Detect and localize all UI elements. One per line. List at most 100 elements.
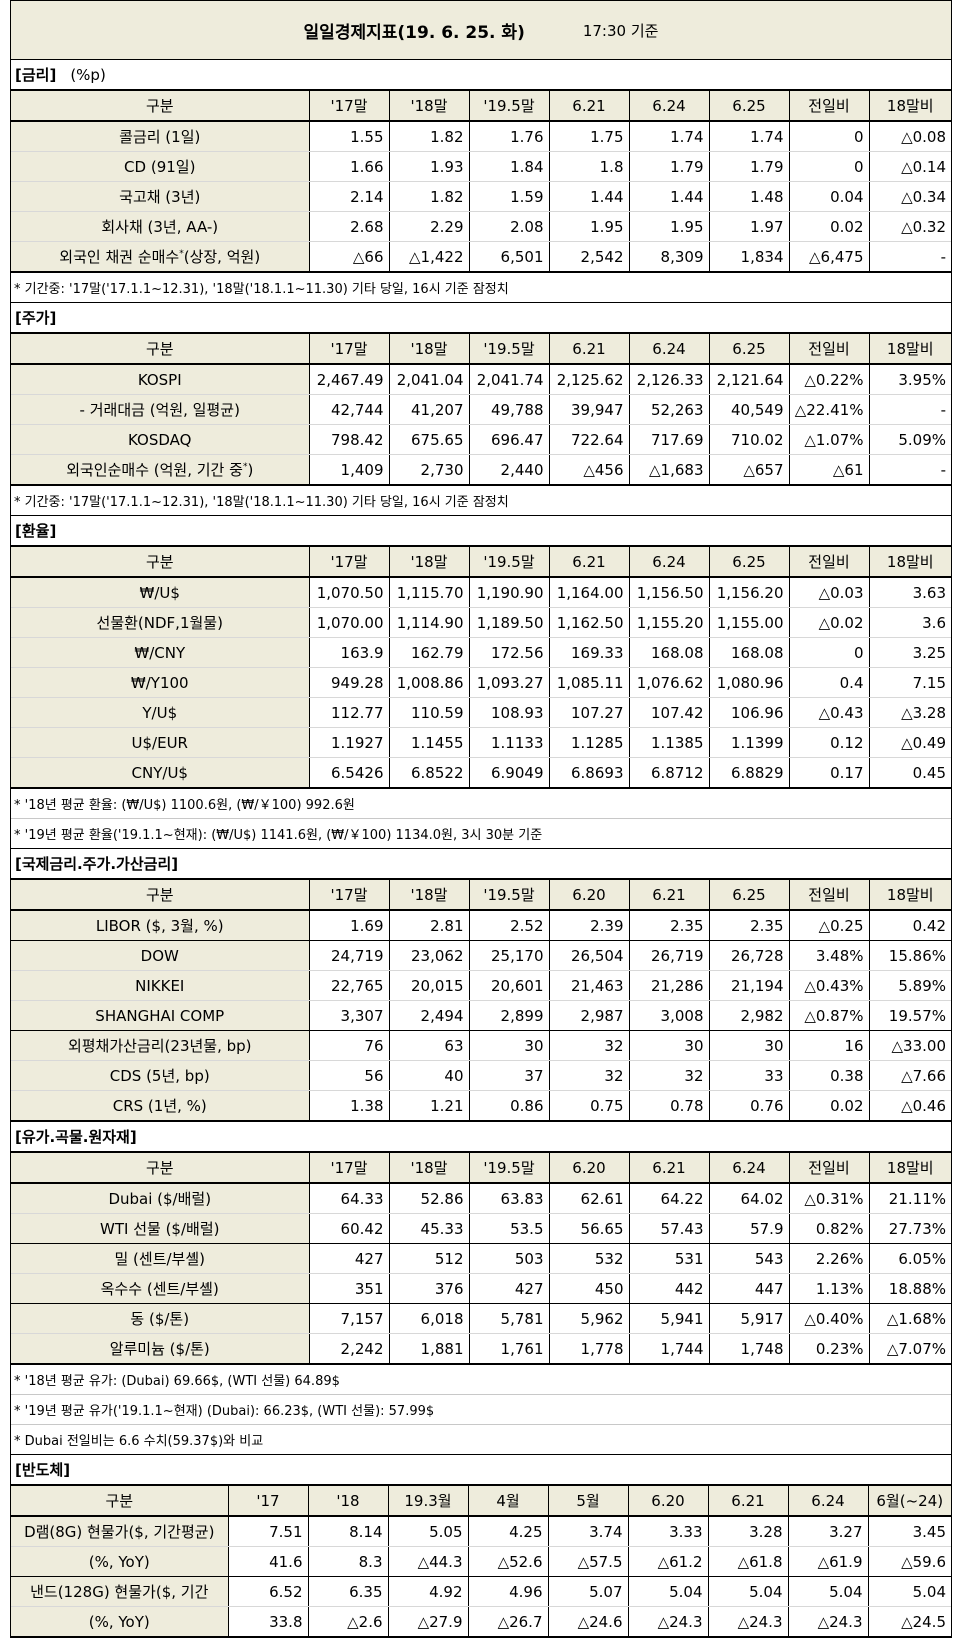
header-cell: '17 bbox=[227, 1485, 308, 1517]
table-row: Dubai ($/배럴) 64.33 52.86 63.83 62.61 64.22 64.… bbox=[11, 1183, 951, 1214]
table-row: DOW 24,719 23,062 25,170 26,504 26,719 26,728 3… bbox=[11, 940, 951, 971]
row-label: 외국인 채권 순매수*(상장, 억원) bbox=[11, 241, 309, 273]
value-cell: 798.42 bbox=[308, 424, 389, 455]
value-cell: 1,881 bbox=[388, 1333, 469, 1365]
value-cell: 56 bbox=[308, 1060, 389, 1091]
row-label-text: 회사채 (3년, AA-) bbox=[101, 218, 219, 236]
value-cell: 5.89% bbox=[868, 970, 951, 1001]
row-label-text: SHANGHAI COMP bbox=[95, 1006, 225, 1025]
table-row: 선물환(NDF,1월물) 1,070.00 1,114.90 1,189.50 1,16… bbox=[11, 607, 951, 638]
value-cell: 6.9049 bbox=[468, 757, 549, 789]
value-cell: 1.21 bbox=[388, 1090, 469, 1122]
value-cell: △24.3 bbox=[787, 1606, 868, 1638]
header-row: 구분 '17'18 19.3월 4월 5월 6.20 6.21 6.24 6월(~24) bbox=[11, 1485, 951, 1517]
header-row: 구분 '17말 '18말 '19.5말 6.21 6.24 6.25 전일비 18말비 bbox=[11, 90, 951, 122]
value-cell: 427 bbox=[308, 1243, 389, 1274]
value-cell: 2,987 bbox=[548, 1000, 629, 1031]
header-cell: 6.24 bbox=[628, 90, 709, 122]
header-cell: '18말 bbox=[388, 333, 469, 365]
value-cell: 1,409 bbox=[308, 454, 389, 486]
row-label-text: 국고채 (3년) bbox=[119, 188, 201, 206]
row-label-text: ₩/U$ bbox=[139, 583, 180, 602]
header-cell: '17말 bbox=[308, 90, 389, 122]
value-cell: △0.03 bbox=[788, 577, 869, 608]
row-label-text: ₩/CNY bbox=[134, 643, 186, 662]
value-cell: 26,728 bbox=[708, 940, 789, 971]
value-cell: 18.88% bbox=[868, 1273, 951, 1304]
table-row: 밀 (센트/부셸) 427 512 503 532 531 543 2.26% 6.05% bbox=[11, 1243, 951, 1274]
value-cell: 62.61 bbox=[548, 1183, 629, 1214]
header-label-cell: 구분 bbox=[11, 333, 309, 365]
table-row: (%, YoY) 33.8 △2.6 △27.9 △26.7 △24.6 △24.3 △24.… bbox=[11, 1606, 951, 1638]
row-label-text: 선물환(NDF,1월물) bbox=[96, 614, 223, 632]
value-cell: △61.9 bbox=[787, 1546, 868, 1577]
value-cell: 8,309 bbox=[628, 241, 709, 273]
section-title-text: [국제금리.주가.가산금리] bbox=[15, 855, 179, 873]
value-cell: 5,941 bbox=[628, 1303, 709, 1334]
header-cell: 6.20 bbox=[627, 1485, 708, 1517]
footnote: * '19년 평균 환율('19.1.1~현재): (₩/U$) 1141.6원… bbox=[11, 819, 951, 849]
row-label-text: CNY/U$ bbox=[131, 763, 188, 782]
value-cell: 19.57% bbox=[868, 1000, 951, 1031]
row-label-text: Y/U$ bbox=[142, 703, 178, 722]
row-label: 콜금리 (1일) bbox=[11, 121, 309, 152]
value-cell: 41.6 bbox=[227, 1546, 308, 1577]
value-cell: 543 bbox=[708, 1243, 789, 1274]
table-rates: 구분 '17말 '18말 '19.5말 6.21 6.24 6.25 전일비 18말비 콜금리 (… bbox=[11, 90, 951, 273]
value-cell: 107.42 bbox=[628, 697, 709, 728]
value-cell: △3.28 bbox=[868, 697, 951, 728]
header-cell: 18말비 bbox=[868, 333, 951, 365]
value-cell: 2,242 bbox=[308, 1333, 389, 1365]
value-cell: 532 bbox=[548, 1243, 629, 1274]
value-cell: 1.66 bbox=[308, 151, 389, 182]
row-label: CNY/U$ bbox=[11, 757, 309, 789]
header-row: 구분 '17말 '18말 '19.5말 6.21 6.24 6.25 전일비 18말비 bbox=[11, 546, 951, 578]
header-cell: 6.24 bbox=[628, 333, 709, 365]
value-cell: 40 bbox=[388, 1060, 469, 1091]
row-label-text: 외평채가산금리(23년물, bp) bbox=[67, 1037, 252, 1055]
header-cell: '17말 bbox=[308, 333, 389, 365]
table-row: D램(8G) 현물가($, 기간평균) 7.51 8.14 5.05 4.25 3.74 3… bbox=[11, 1516, 951, 1547]
value-cell: 0.04 bbox=[788, 181, 869, 212]
section-title-text: [반도체] bbox=[15, 1461, 71, 1479]
value-cell: 2.68 bbox=[308, 211, 389, 242]
value-cell: 2.52 bbox=[468, 910, 549, 941]
value-cell: 2,467.49 bbox=[308, 364, 389, 395]
row-label: U$/EUR bbox=[11, 727, 309, 758]
value-cell: 4.92 bbox=[387, 1576, 468, 1607]
row-label-text: 알루미늄 ($/톤) bbox=[109, 1340, 210, 1358]
value-cell: 7.15 bbox=[868, 667, 951, 698]
value-cell: 6.05% bbox=[868, 1243, 951, 1274]
value-cell: 1.97 bbox=[708, 211, 789, 242]
value-cell: △0.02 bbox=[788, 607, 869, 638]
table-row: 국고채 (3년) 2.14 1.82 1.59 1.44 1.44 1.48 0.04 △0.3… bbox=[11, 181, 951, 212]
row-label-text: Dubai ($/배럴) bbox=[108, 1190, 212, 1208]
footnote: * '19년 평균 유가('19.1.1~현재) (Dubai): 66.23$… bbox=[11, 1395, 951, 1425]
value-cell: 0.82% bbox=[788, 1213, 869, 1244]
table-row: 외평채가산금리(23년물, bp) 76 63 30 32 30 30 16 △33.00 bbox=[11, 1030, 951, 1061]
value-cell: 5.04 bbox=[627, 1576, 708, 1607]
value-cell: 2,440 bbox=[468, 454, 549, 486]
header-cell: 6.25 bbox=[708, 333, 789, 365]
row-label: 선물환(NDF,1월물) bbox=[11, 607, 309, 638]
row-label-text: (%, YoY) bbox=[88, 1612, 150, 1631]
table-row: 동 ($/톤) 7,157 6,018 5,781 5,962 5,941 5,917 △0.… bbox=[11, 1303, 951, 1334]
value-cell: △1.68% bbox=[868, 1303, 951, 1334]
value-cell: 57.9 bbox=[708, 1213, 789, 1244]
value-cell: 30 bbox=[468, 1030, 549, 1061]
section-unit: (%p) bbox=[70, 65, 106, 84]
table-row: Y/U$ 112.77 110.59 108.93 107.27 107.42 106.96… bbox=[11, 697, 951, 728]
table-row: CNY/U$ 6.5426 6.8522 6.9049 6.8693 6.8712 6.88… bbox=[11, 757, 951, 789]
value-cell: 26,504 bbox=[548, 940, 629, 971]
value-cell: △456 bbox=[548, 454, 629, 486]
value-cell: 1.79 bbox=[628, 151, 709, 182]
value-cell: 1.82 bbox=[388, 121, 469, 152]
value-cell: △7.66 bbox=[868, 1060, 951, 1091]
header-cell: '18말 bbox=[388, 90, 469, 122]
footnote-mark: * bbox=[242, 462, 248, 472]
table-row: 옥수수 (센트/부셸) 351 376 427 450 442 447 1.13% 18.88% bbox=[11, 1273, 951, 1304]
value-cell: 5.04 bbox=[707, 1576, 788, 1607]
table-row: CD (91일) 1.66 1.93 1.84 1.8 1.79 1.79 0 △0.14 bbox=[11, 151, 951, 182]
row-label: KOSPI bbox=[11, 364, 309, 395]
value-cell: 1,761 bbox=[468, 1333, 549, 1365]
